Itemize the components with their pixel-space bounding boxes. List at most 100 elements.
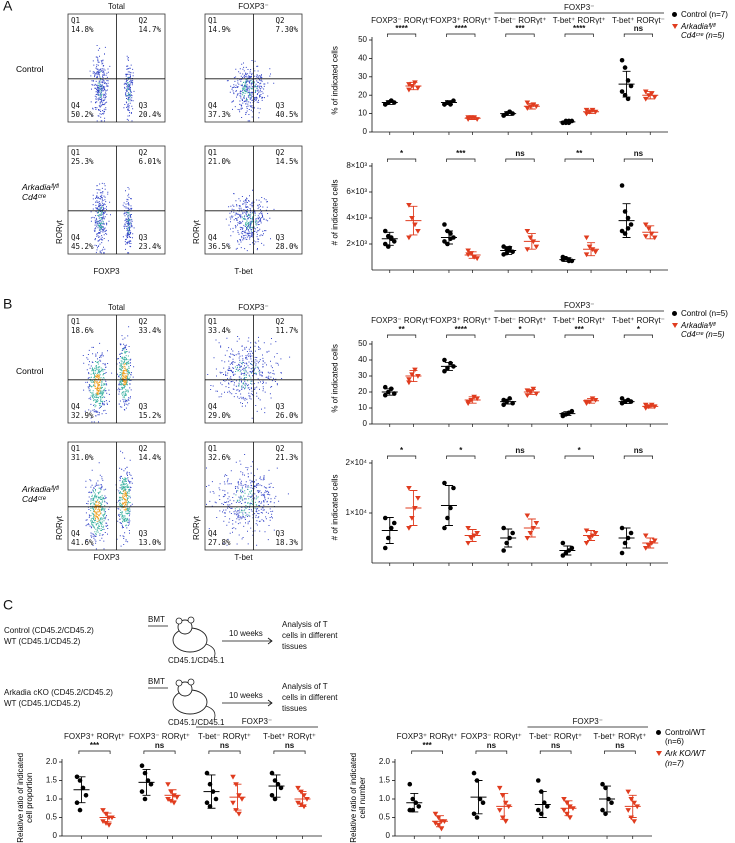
- quadrant-percent: 33.4%: [139, 326, 162, 335]
- legend: Control (n=7) Arkadiaᶠˡ/ᶠˡ Cd4ᶜʳᵉ (n=5): [672, 10, 735, 44]
- significance-bracket: [78, 750, 111, 754]
- data-point: [651, 235, 658, 241]
- sd-bar: [435, 815, 444, 828]
- data-point: [619, 57, 625, 63]
- category-label: T-bet⁻ RORγt⁺: [198, 732, 251, 741]
- sd-bar: [142, 768, 151, 796]
- quadrant-percent: 31.0%: [71, 453, 94, 462]
- significance-bracket: [564, 33, 594, 37]
- y-tick-label: 0: [363, 419, 368, 428]
- significance-bracket: [446, 455, 476, 459]
- legend-entry: Control (n=5): [672, 309, 735, 318]
- data-point: [406, 82, 412, 87]
- data-point: [524, 229, 531, 234]
- legend-entry: Arkadiaᶠˡ/ᶠˡ Cd4ᶜʳᵉ (n=5): [672, 22, 735, 40]
- significance: ****: [455, 325, 468, 334]
- data-point: [625, 789, 632, 795]
- data-point: [451, 98, 456, 104]
- legend-label: Arkadiaᶠˡ/ᶠˡ Cd4ᶜʳᵉ (n=5): [681, 321, 725, 340]
- sd-bar: [444, 100, 453, 105]
- quadrant-name: Q1: [208, 317, 217, 326]
- data-point: [567, 815, 573, 821]
- data-point: [592, 249, 599, 255]
- category-label: FOXP3⁺ RORγt⁺: [397, 732, 458, 741]
- data-point: [406, 526, 412, 531]
- data-point: [432, 821, 439, 826]
- category-label: T-bet⁻ RORγt⁺: [529, 732, 582, 741]
- donor: Arkadia cKO (CD45.2/CD45.2): [4, 688, 113, 697]
- y-axis-label: % of indicated cells: [330, 344, 340, 413]
- significance-bracket: [623, 455, 653, 459]
- data-point: [465, 526, 471, 531]
- data-point: [83, 793, 89, 798]
- quadrant-percent: 40.5%: [276, 110, 299, 119]
- data-point: [465, 541, 471, 546]
- y-tick-label: 30: [358, 371, 367, 380]
- data-point: [560, 412, 566, 417]
- y-tick-label: 40: [358, 54, 367, 63]
- mouse-ear: [187, 678, 195, 686]
- y-axis-label: RORγt: [55, 219, 64, 244]
- legend-marker: [672, 311, 677, 316]
- data-point: [415, 229, 421, 234]
- y-axis-label: RORγt: [55, 515, 64, 540]
- data-point: [619, 525, 625, 531]
- data-point: [106, 822, 112, 828]
- data-point: [269, 770, 275, 776]
- significance-bracket: [475, 750, 508, 754]
- y-tick-label: 2.0: [379, 757, 391, 766]
- y-tick-label: 1.0: [46, 794, 58, 803]
- quadrant-name: Q4: [208, 529, 218, 538]
- data-point: [474, 531, 480, 536]
- data-point: [432, 811, 439, 817]
- sd-bar: [504, 398, 513, 405]
- data-point: [535, 807, 541, 813]
- legend-label: Control (n=5): [681, 309, 728, 318]
- data-point: [382, 392, 388, 398]
- sd-bar: [622, 399, 631, 404]
- y-axis-label: # of indicated cells: [330, 179, 340, 246]
- flow-events-dense: [241, 79, 258, 101]
- quadrant-name: Q3: [139, 101, 148, 110]
- data-point: [544, 804, 550, 809]
- data-point: [468, 536, 474, 541]
- data-point: [438, 826, 445, 832]
- category-label: T-bet⁺ RORγt⁻: [612, 16, 665, 25]
- data-point: [471, 770, 477, 776]
- sd-bar: [563, 545, 572, 556]
- panel-letter: B: [3, 296, 12, 312]
- data-point: [524, 106, 531, 111]
- flow-events-dense: [97, 206, 131, 234]
- quadrant-name: Q2: [139, 16, 148, 25]
- sd-bar: [444, 230, 453, 245]
- data-point: [409, 516, 415, 521]
- significance: **: [398, 325, 405, 334]
- quadrant-name: Q2: [276, 317, 285, 326]
- data-point: [524, 247, 531, 252]
- data-point: [382, 515, 388, 521]
- quadrant-percent: 50.2%: [71, 110, 94, 119]
- data-point: [583, 107, 590, 113]
- outcome: Analysis of T: [282, 620, 328, 629]
- y-tick-label: 0.5: [379, 813, 391, 822]
- quadrant-name: Q2: [276, 148, 285, 157]
- data-point: [100, 819, 106, 824]
- quadrant-name: Q4: [208, 101, 218, 110]
- quadrant-percent: 11.7%: [276, 326, 299, 335]
- significance-bracket: [539, 750, 572, 754]
- y-tick-label: 40: [358, 355, 367, 364]
- significance: *: [400, 149, 404, 158]
- time-label: 10 weeks: [229, 629, 263, 638]
- group-label: FOXP3⁻: [242, 717, 272, 726]
- y-tick-label: 30: [358, 72, 367, 81]
- significance: *: [459, 446, 463, 455]
- data-point: [442, 480, 447, 486]
- data-point: [442, 357, 447, 363]
- significance: ns: [634, 149, 644, 158]
- sd-bar: [444, 485, 453, 526]
- group-label: FOXP3⁻: [564, 301, 594, 310]
- data-point: [139, 789, 145, 794]
- significance-bracket: [446, 334, 476, 338]
